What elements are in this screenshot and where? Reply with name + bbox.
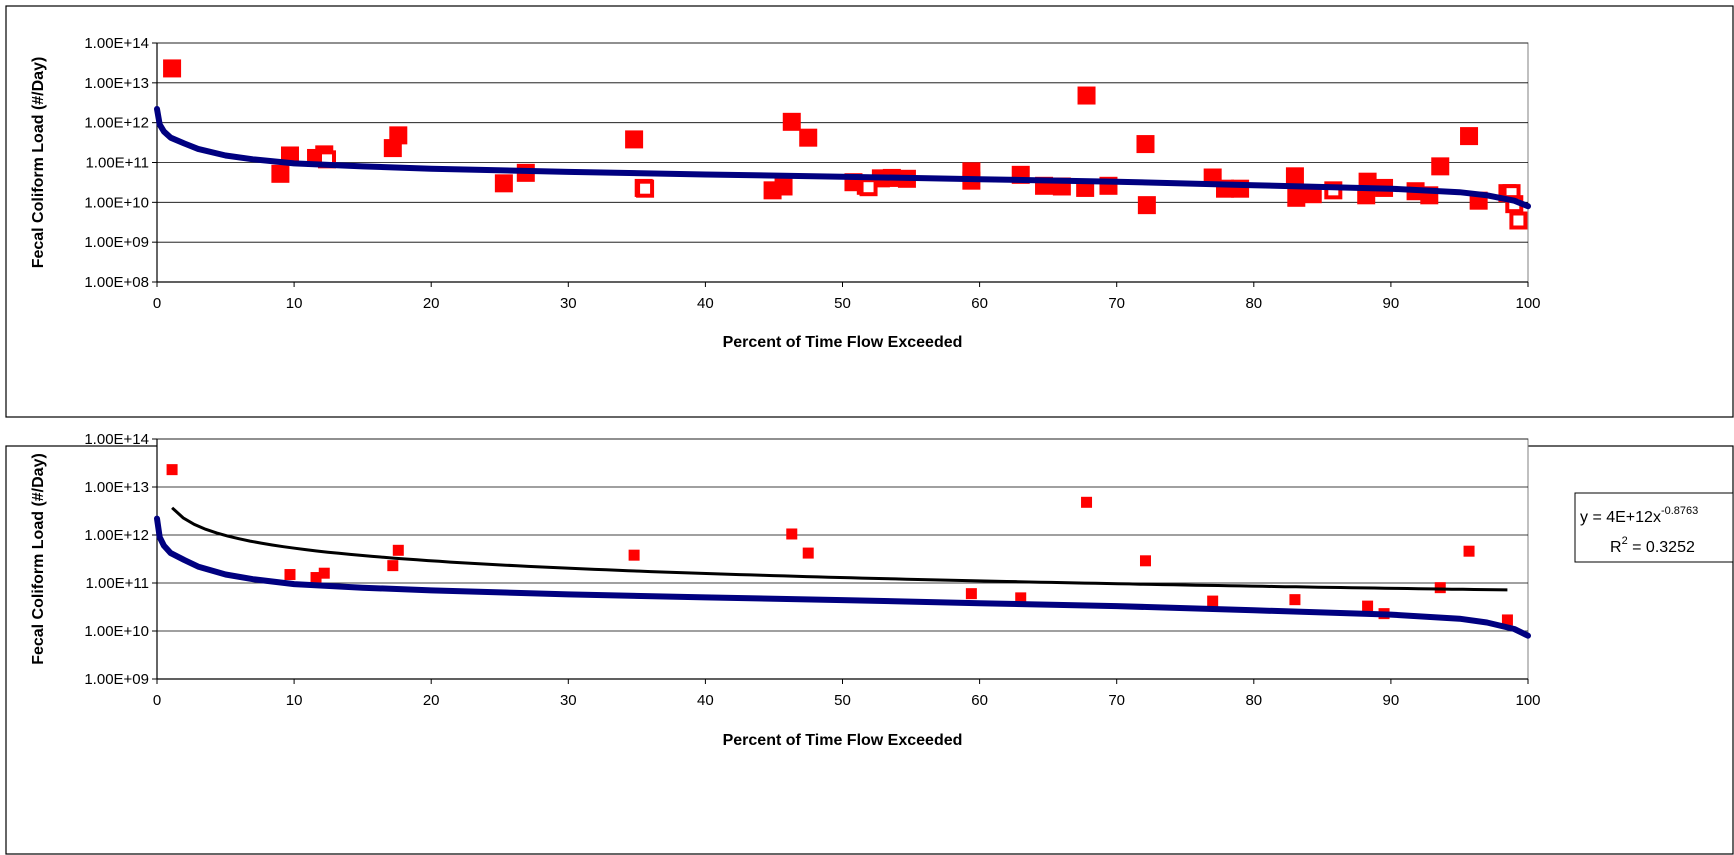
data-point-filled: [1137, 196, 1156, 215]
x-tick-label: 90: [1383, 295, 1400, 312]
data-point-filled: [965, 588, 977, 600]
y-axis-title: Fecal Coliform Load (#/Day): [30, 57, 47, 269]
power-trendline: [171, 506, 1508, 592]
data-point-hollow: [1509, 211, 1528, 230]
data-point-filled: [625, 130, 644, 149]
x-tick-label: 20: [423, 692, 440, 709]
data-point-filled: [494, 174, 513, 193]
x-tick-label: 30: [560, 295, 577, 312]
x-tick-label: 60: [971, 692, 988, 709]
x-tick-label: 40: [697, 692, 714, 709]
x-axis-title: Percent of Time Flow Exceeded: [723, 334, 963, 351]
x-tick-label: 80: [1245, 295, 1262, 312]
data-point-filled: [1431, 157, 1450, 176]
data-point-filled: [1460, 127, 1479, 146]
y-tick-label: 1.00E+14: [84, 35, 149, 52]
trendline-equation-box: y = 4E+12x-0.8763 R2 = 0.3252: [1574, 492, 1734, 563]
data-point-filled: [1136, 135, 1155, 154]
x-tick-label: 100: [1515, 692, 1540, 709]
data-point-filled: [1463, 545, 1475, 557]
data-point-filled: [1207, 595, 1219, 607]
data-point-filled: [271, 164, 290, 183]
data-point-filled: [782, 112, 801, 131]
data-point-filled: [1139, 555, 1151, 567]
y-tick-label: 1.00E+09: [84, 671, 149, 688]
y-tick-label: 1.00E+10: [84, 194, 149, 211]
y-tick-label: 1.00E+08: [84, 274, 149, 291]
x-tick-label: 10: [286, 295, 303, 312]
x-tick-label: 100: [1515, 295, 1540, 312]
x-tick-label: 40: [697, 295, 714, 312]
load-duration-curve: [154, 515, 1531, 639]
data-point-filled: [389, 126, 408, 145]
data-point-filled: [163, 59, 182, 78]
y-axis-title: Fecal Coliform Load (#/Day): [30, 453, 47, 665]
y-tick-label: 1.00E+11: [85, 575, 149, 592]
y-tick-label: 1.00E+12: [84, 527, 149, 544]
x-tick-label: 0: [153, 692, 161, 709]
x-tick-label: 50: [834, 692, 851, 709]
data-point-filled: [1362, 600, 1374, 612]
x-tick-label: 10: [286, 692, 303, 709]
y-tick-label: 1.00E+09: [84, 234, 149, 251]
y-tick-label: 1.00E+10: [84, 623, 149, 640]
chart-2: 1.00E+09 1.00E+10 1.00E+11 1.00E+12 1.00E+13…: [30, 431, 1541, 749]
x-axis-title: Percent of Time Flow Exceeded: [723, 732, 963, 749]
x-tick-label: 70: [1108, 692, 1125, 709]
data-point-filled: [1077, 86, 1096, 105]
x-tick-label: 20: [423, 295, 440, 312]
data-point-filled: [166, 464, 178, 476]
data-point-filled: [1289, 594, 1301, 606]
data-point-filled: [387, 560, 399, 572]
x-tick-label: 60: [971, 295, 988, 312]
data-point-filled: [1081, 496, 1093, 508]
data-point-filled: [284, 569, 296, 581]
y-tick-label: 1.00E+11: [85, 155, 149, 172]
data-point-filled: [392, 544, 404, 556]
trendline-equation: y = 4E+12x-0.8763: [1580, 505, 1698, 526]
equation-box-border: [1574, 492, 1734, 563]
y-tick-label: 1.00E+13: [84, 75, 149, 92]
y-tick-label: 1.00E+14: [84, 431, 149, 448]
data-point-filled: [318, 567, 330, 579]
data-point-filled: [1285, 167, 1304, 186]
data-point-filled: [1015, 592, 1027, 604]
trendline-r-squared: R2 = 0.3252: [1610, 535, 1695, 556]
x-tick-label: 30: [560, 692, 577, 709]
data-point-filled: [799, 128, 818, 147]
data-point-filled: [628, 549, 640, 561]
x-tick-label: 80: [1245, 692, 1262, 709]
data-point-filled: [786, 528, 798, 540]
chart-1: 1.00E+08 1.00E+09 1.00E+10 1.00E+11 1.00E+12…: [30, 35, 1541, 351]
y-tick-label: 1.00E+12: [84, 115, 149, 132]
data-point-filled: [310, 572, 322, 584]
plot-area: [156, 438, 1529, 680]
data-point-hollow: [636, 179, 655, 198]
x-tick-label: 50: [834, 295, 851, 312]
y-tick-label: 1.00E+13: [84, 479, 149, 496]
load-duration-curve: [154, 106, 1531, 210]
x-tick-label: 70: [1108, 295, 1125, 312]
x-tick-label: 0: [153, 295, 161, 312]
data-point-hollow: [859, 178, 878, 197]
data-point-filled: [1287, 188, 1306, 207]
data-point-filled: [1501, 614, 1513, 626]
x-tick-label: 90: [1383, 692, 1400, 709]
data-point-filled: [774, 177, 793, 196]
data-point-filled: [802, 547, 814, 559]
